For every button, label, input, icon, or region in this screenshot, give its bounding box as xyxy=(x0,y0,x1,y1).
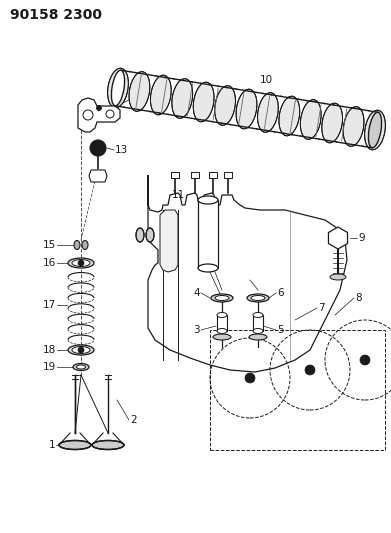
Ellipse shape xyxy=(77,365,86,369)
Ellipse shape xyxy=(343,107,364,146)
Text: 8: 8 xyxy=(355,293,362,303)
Ellipse shape xyxy=(68,345,94,355)
Text: 19: 19 xyxy=(43,362,56,372)
Text: 90158 2300: 90158 2300 xyxy=(10,8,102,22)
Circle shape xyxy=(78,347,84,353)
Polygon shape xyxy=(89,170,107,182)
Ellipse shape xyxy=(68,258,94,268)
Circle shape xyxy=(305,365,315,375)
Bar xyxy=(210,330,385,450)
Ellipse shape xyxy=(172,79,193,118)
Ellipse shape xyxy=(247,294,269,302)
Ellipse shape xyxy=(211,294,233,302)
Text: 12: 12 xyxy=(165,230,178,240)
Text: 11: 11 xyxy=(172,190,185,200)
Bar xyxy=(224,172,232,178)
Text: 2: 2 xyxy=(130,415,136,425)
Ellipse shape xyxy=(258,93,278,132)
Ellipse shape xyxy=(82,240,88,249)
Ellipse shape xyxy=(322,103,343,143)
Text: 5: 5 xyxy=(277,325,283,335)
Text: 7: 7 xyxy=(318,303,325,313)
Ellipse shape xyxy=(129,72,150,111)
Circle shape xyxy=(78,260,84,266)
Ellipse shape xyxy=(151,75,171,115)
Ellipse shape xyxy=(198,264,218,272)
Text: 13: 13 xyxy=(115,145,128,155)
Ellipse shape xyxy=(74,240,80,249)
Circle shape xyxy=(245,373,255,383)
Ellipse shape xyxy=(92,440,124,449)
Bar xyxy=(217,315,227,331)
Ellipse shape xyxy=(72,260,90,266)
Ellipse shape xyxy=(59,440,91,449)
Circle shape xyxy=(90,140,106,156)
Text: 18: 18 xyxy=(43,345,56,355)
Ellipse shape xyxy=(198,196,218,204)
Ellipse shape xyxy=(73,364,89,370)
Ellipse shape xyxy=(193,82,214,122)
Bar xyxy=(198,200,218,268)
Ellipse shape xyxy=(368,112,382,148)
Ellipse shape xyxy=(253,312,263,318)
Bar xyxy=(253,315,263,331)
Text: 3: 3 xyxy=(194,325,200,335)
Ellipse shape xyxy=(217,328,227,334)
Circle shape xyxy=(360,355,370,365)
Circle shape xyxy=(97,106,102,110)
Text: 16: 16 xyxy=(43,258,56,268)
Ellipse shape xyxy=(365,110,386,150)
Ellipse shape xyxy=(253,328,263,334)
Text: 1: 1 xyxy=(48,440,55,450)
Ellipse shape xyxy=(249,334,267,340)
Ellipse shape xyxy=(215,86,235,125)
Ellipse shape xyxy=(136,228,144,242)
Polygon shape xyxy=(160,210,178,272)
Text: 10: 10 xyxy=(260,75,273,85)
Ellipse shape xyxy=(279,96,300,136)
Ellipse shape xyxy=(236,89,257,129)
Text: 4: 4 xyxy=(194,288,200,298)
Ellipse shape xyxy=(111,70,125,106)
Bar xyxy=(209,172,217,178)
Ellipse shape xyxy=(251,295,265,301)
Text: 17: 17 xyxy=(43,300,56,310)
Polygon shape xyxy=(328,227,348,249)
Polygon shape xyxy=(148,175,347,372)
Ellipse shape xyxy=(213,334,231,340)
Text: 15: 15 xyxy=(43,240,56,250)
Text: 6: 6 xyxy=(277,288,283,298)
Ellipse shape xyxy=(72,346,90,353)
Ellipse shape xyxy=(300,100,321,139)
Ellipse shape xyxy=(146,228,154,242)
Ellipse shape xyxy=(215,295,229,301)
Bar xyxy=(171,172,179,178)
Ellipse shape xyxy=(330,274,346,280)
Bar xyxy=(191,172,199,178)
Ellipse shape xyxy=(108,68,128,108)
Text: 14: 14 xyxy=(130,95,143,105)
Text: 9: 9 xyxy=(358,233,365,243)
Ellipse shape xyxy=(217,312,227,318)
Polygon shape xyxy=(78,98,120,132)
